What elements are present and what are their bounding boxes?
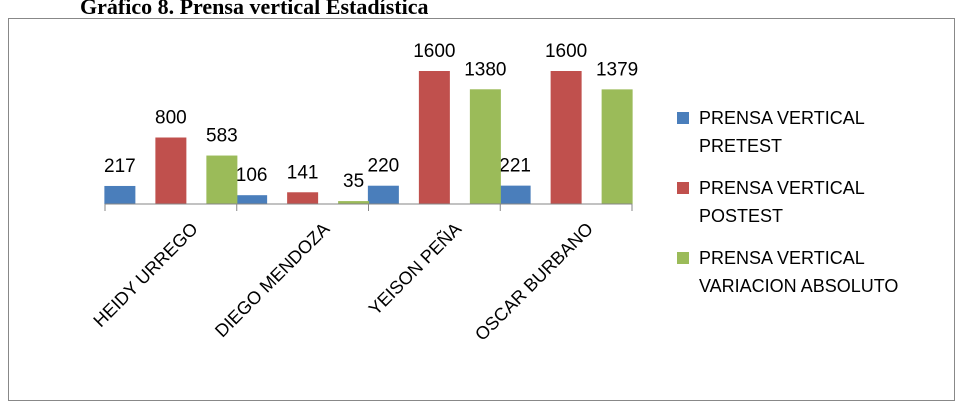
legend-label: PRETEST <box>699 136 782 156</box>
data-label: 1379 <box>596 59 638 80</box>
legend-swatch <box>677 112 689 124</box>
data-label: 35 <box>343 171 364 192</box>
category-label: HEIDY URREGO <box>89 219 201 331</box>
data-label: 106 <box>236 165 268 186</box>
legend-label: PRENSA VERTICAL <box>699 178 865 198</box>
legend-label: PRENSA VERTICAL <box>699 248 865 268</box>
legend-label: PRENSA VERTICAL <box>699 108 865 128</box>
bar <box>601 89 633 204</box>
data-label: 800 <box>155 108 187 129</box>
legend-label: VARIACION ABSOLUTO <box>699 276 898 296</box>
legend-swatch <box>677 182 689 194</box>
data-label: 1600 <box>545 41 587 62</box>
bar <box>499 185 531 204</box>
bar <box>338 201 370 204</box>
bar <box>236 195 268 204</box>
bar <box>418 71 450 204</box>
data-label: 583 <box>206 126 238 147</box>
data-label: 221 <box>499 156 531 177</box>
category-label: YEISON PEÑA <box>364 218 465 319</box>
bar <box>155 137 187 204</box>
data-label: 1380 <box>464 59 506 80</box>
bar <box>469 89 501 204</box>
legend-swatch <box>677 252 689 264</box>
category-label: OSCAR BURBANO <box>471 219 597 345</box>
chart-frame <box>8 18 955 401</box>
bar <box>367 185 399 204</box>
figure-caption: Gráfico 8. Prensa vertical Estadística <box>80 0 429 14</box>
data-label: 220 <box>368 156 400 177</box>
legend-label: POSTEST <box>699 206 783 226</box>
category-label: DIEGO MENDOZA <box>211 219 333 341</box>
bar <box>550 71 582 204</box>
bar <box>104 185 136 204</box>
data-label: 141 <box>287 162 319 183</box>
bar <box>287 192 319 204</box>
bar <box>206 155 238 204</box>
data-label: 217 <box>104 156 136 177</box>
data-label: 1600 <box>413 41 455 62</box>
